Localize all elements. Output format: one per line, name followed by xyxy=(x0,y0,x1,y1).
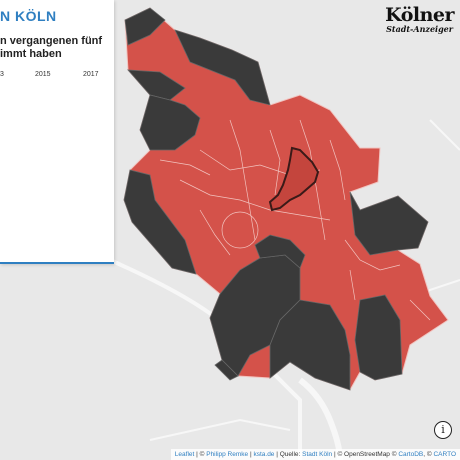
panel-subtitle-line2: immt haben xyxy=(0,48,62,60)
attrib-text: , © xyxy=(423,451,434,458)
attrib-text: | xyxy=(248,451,254,458)
year-label: 3 xyxy=(0,71,4,78)
ksta-logo[interactable]: Kölner Stadt-Anzeiger xyxy=(385,4,454,35)
attrib-text: | Quelle: xyxy=(274,451,303,458)
attrib-text: | © xyxy=(194,451,207,458)
district-south-dark xyxy=(269,299,351,391)
dark-districts[interactable] xyxy=(123,7,429,391)
district-north-west-dark xyxy=(124,7,166,46)
year-label: 2017 xyxy=(83,71,99,78)
cartodb-link[interactable]: CartoDB xyxy=(398,451,424,458)
district-mid-west-dark xyxy=(139,94,201,151)
year-label: 2015 xyxy=(35,71,51,78)
district-borders xyxy=(159,119,431,321)
district-small-south-west-dark xyxy=(214,359,239,381)
author-link[interactable]: Philipp Remke xyxy=(206,451,249,458)
leaflet-link[interactable]: Leaflet xyxy=(174,451,195,458)
district-east-dark xyxy=(349,191,429,256)
district-upper-west-dark xyxy=(127,69,186,101)
map-attribution: Leaflet | © Philipp Remke | ksta.de | Qu… xyxy=(170,449,460,460)
district-north-dark xyxy=(174,29,271,106)
source-link[interactable]: Stadt Köln xyxy=(302,451,333,458)
info-button[interactable]: i xyxy=(434,421,452,439)
panel-subtitle: n vergangenen fünf immt haben xyxy=(0,35,102,61)
highlighted-district[interactable] xyxy=(268,146,320,212)
logo-main-text: Kölner xyxy=(385,4,454,26)
attrib-text: | © OpenStreetMap © xyxy=(332,451,399,458)
carto-link[interactable]: CARTO xyxy=(433,451,456,458)
info-panel: N KÖLN n vergangenen fünf immt haben 3 2… xyxy=(0,0,114,264)
logo-sub-text: Stadt-Anzeiger xyxy=(386,24,453,34)
panel-subtitle-line1: n vergangenen fünf xyxy=(0,35,103,47)
ksta-link[interactable]: ksta.de xyxy=(253,451,275,458)
district-west-dark xyxy=(123,169,197,275)
district-south-east-dark xyxy=(354,294,403,381)
panel-title: N KÖLN xyxy=(0,8,57,24)
district-center-dark xyxy=(254,234,306,269)
